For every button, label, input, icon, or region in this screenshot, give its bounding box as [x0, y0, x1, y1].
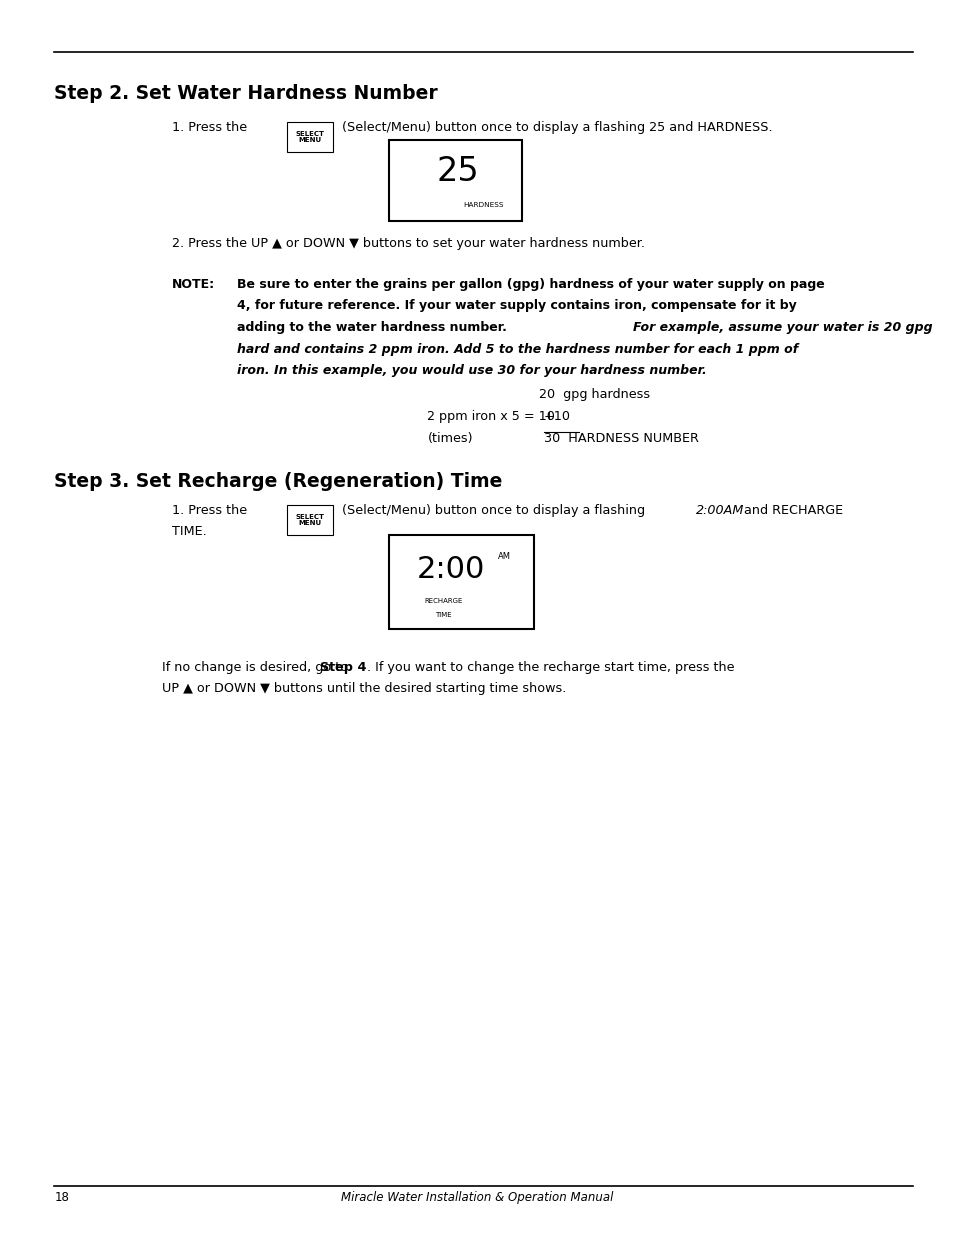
- Text: 2 ppm iron x 5 = 10: 2 ppm iron x 5 = 10: [427, 410, 555, 424]
- Text: TIME: TIME: [435, 611, 451, 618]
- Text: 2. Press the UP ▲ or DOWN ▼ buttons to set your water hardness number.: 2. Press the UP ▲ or DOWN ▼ buttons to s…: [172, 237, 644, 251]
- Text: iron. In this example, you would use 30 for your hardness number.: iron. In this example, you would use 30 …: [236, 364, 705, 378]
- Text: 25: 25: [436, 154, 479, 188]
- Text: UP ▲ or DOWN ▼ buttons until the desired starting time shows.: UP ▲ or DOWN ▼ buttons until the desired…: [162, 682, 566, 695]
- Text: SELECT
MENU: SELECT MENU: [295, 131, 324, 143]
- Text: +10: +10: [543, 410, 570, 424]
- FancyBboxPatch shape: [389, 535, 534, 629]
- Text: 20  gpg hardness: 20 gpg hardness: [538, 388, 649, 401]
- Text: NOTE:: NOTE:: [172, 278, 214, 291]
- Text: (Select/Menu) button once to display a flashing 25 and HARDNESS.: (Select/Menu) button once to display a f…: [341, 121, 771, 135]
- Text: TIME.: TIME.: [172, 526, 206, 538]
- Text: 1. Press the: 1. Press the: [172, 504, 247, 517]
- Text: . If you want to change the recharge start time, press the: . If you want to change the recharge sta…: [367, 661, 734, 674]
- Text: (times): (times): [427, 432, 473, 446]
- Text: HARDNESS: HARDNESS: [463, 201, 503, 207]
- FancyBboxPatch shape: [287, 505, 333, 535]
- Text: 1. Press the: 1. Press the: [172, 121, 247, 135]
- Text: and RECHARGE: and RECHARGE: [740, 504, 842, 517]
- Text: Be sure to enter the grains per gallon (gpg) hardness of your water supply on pa: Be sure to enter the grains per gallon (…: [236, 278, 823, 291]
- Text: 30  HARDNESS NUMBER: 30 HARDNESS NUMBER: [543, 432, 698, 446]
- Text: adding to the water hardness number.: adding to the water hardness number.: [236, 321, 510, 335]
- Text: 2:00: 2:00: [416, 555, 484, 584]
- Text: Step 2. Set Water Hardness Number: Step 2. Set Water Hardness Number: [54, 84, 437, 103]
- Text: (Select/Menu) button once to display a flashing: (Select/Menu) button once to display a f…: [341, 504, 648, 517]
- Text: Step 4: Step 4: [319, 661, 366, 674]
- Text: 2:00AM: 2:00AM: [696, 504, 744, 517]
- Text: 18: 18: [54, 1191, 70, 1204]
- Text: AM: AM: [497, 552, 510, 561]
- Text: If no change is desired, go to: If no change is desired, go to: [162, 661, 352, 674]
- FancyBboxPatch shape: [287, 122, 333, 152]
- Text: Step 3. Set Recharge (Regeneration) Time: Step 3. Set Recharge (Regeneration) Time: [54, 472, 502, 490]
- Text: 4, for future reference. If your water supply contains iron, compensate for it b: 4, for future reference. If your water s…: [236, 300, 796, 312]
- Text: RECHARGE: RECHARGE: [424, 598, 462, 604]
- Text: SELECT
MENU: SELECT MENU: [295, 514, 324, 526]
- Text: hard and contains 2 ppm iron. Add 5 to the hardness number for each 1 ppm of: hard and contains 2 ppm iron. Add 5 to t…: [236, 342, 797, 356]
- Text: For example, assume your water is 20 gpg: For example, assume your water is 20 gpg: [632, 321, 931, 335]
- Text: Miracle Water Installation & Operation Manual: Miracle Water Installation & Operation M…: [340, 1191, 613, 1204]
- FancyBboxPatch shape: [389, 140, 521, 221]
